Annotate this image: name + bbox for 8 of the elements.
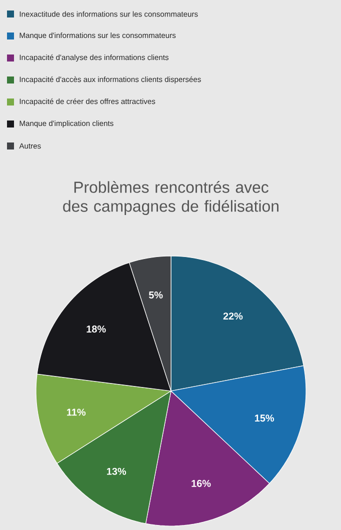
data-label: 22% [223,312,243,320]
data-label: 16% [192,480,211,487]
data-label: 5% [148,291,163,299]
data-label: 18% [86,326,106,333]
data-label: 13% [107,468,126,475]
text: Problèmes rencontrés avec des campagnes de fidélisation [63,181,278,215]
data-label: 15% [254,414,274,422]
data-label: 11% [67,408,86,416]
